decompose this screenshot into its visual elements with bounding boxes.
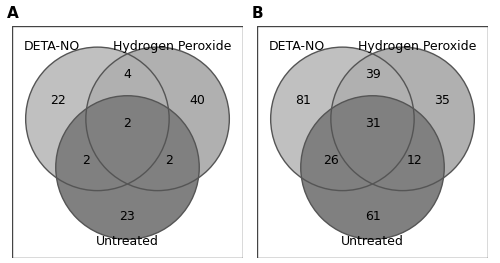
Text: 2: 2: [165, 154, 173, 167]
Text: DETA-NO: DETA-NO: [24, 40, 80, 53]
Text: 23: 23: [120, 210, 136, 222]
Text: 40: 40: [189, 94, 205, 107]
Text: 4: 4: [124, 68, 132, 82]
Text: 26: 26: [323, 154, 338, 167]
Text: 39: 39: [364, 68, 380, 82]
Text: Untreated: Untreated: [341, 235, 404, 249]
Text: 61: 61: [364, 210, 380, 222]
Text: 35: 35: [434, 94, 450, 107]
Circle shape: [86, 47, 230, 191]
Text: DETA-NO: DETA-NO: [268, 40, 324, 53]
Text: 12: 12: [406, 154, 422, 167]
Text: A: A: [7, 6, 18, 21]
Circle shape: [56, 96, 199, 239]
Text: 2: 2: [124, 117, 132, 130]
Text: 22: 22: [50, 94, 66, 107]
Text: 2: 2: [82, 154, 90, 167]
Text: 31: 31: [364, 117, 380, 130]
Circle shape: [26, 47, 169, 191]
Circle shape: [301, 96, 444, 239]
Circle shape: [270, 47, 414, 191]
Text: Hydrogen Peroxide: Hydrogen Peroxide: [114, 40, 232, 53]
Text: B: B: [252, 6, 264, 21]
Text: 81: 81: [295, 94, 311, 107]
Circle shape: [331, 47, 474, 191]
Text: Untreated: Untreated: [96, 235, 159, 249]
Text: Hydrogen Peroxide: Hydrogen Peroxide: [358, 40, 476, 53]
